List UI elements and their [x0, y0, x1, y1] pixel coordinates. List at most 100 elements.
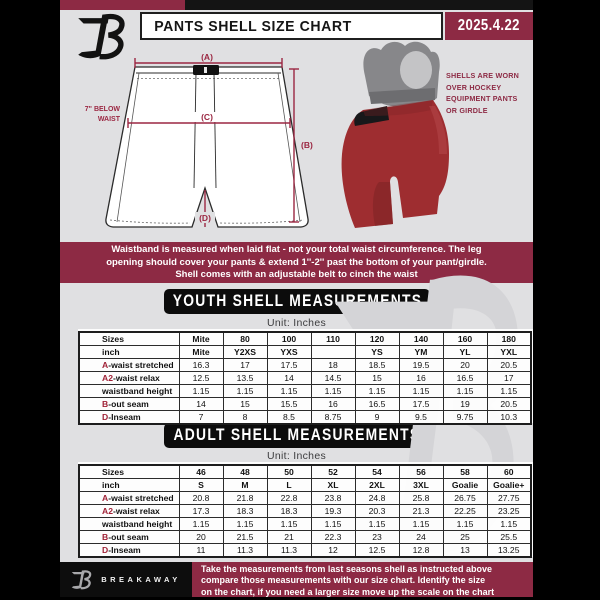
- size-column-header: 58: [442, 464, 488, 479]
- measurement-row: B-out seam 20 21.5 21 22.3 23 24 25 25.5: [78, 530, 532, 544]
- value-cell: 9.75: [442, 410, 488, 425]
- adult-section-heading: ADULT SHELL MEASUREMENTS: [164, 423, 430, 448]
- value-cell: 14: [266, 371, 312, 385]
- row-label: D-Inseam: [78, 543, 180, 558]
- value-cell: 11.3: [222, 543, 268, 558]
- right-side-seam: [277, 72, 301, 223]
- size-column-header: 180: [486, 331, 532, 346]
- value-cell: Goalie: [442, 478, 488, 492]
- value-cell: 1.15: [398, 384, 444, 398]
- value-cell: 25: [442, 530, 488, 544]
- size-header-row: Sizes 46 48 50 52 54 56 58 60: [78, 464, 532, 479]
- shell-note-line: SHELLS ARE WORN: [446, 71, 520, 80]
- shell-waist-lacing: [354, 106, 389, 126]
- measure-letter: B: [102, 531, 109, 542]
- value-cell: 9: [354, 410, 400, 425]
- value-cell: 25.8: [398, 491, 444, 505]
- value-cell: 1.15: [178, 384, 224, 398]
- adult-heading-label: ADULT SHELL MEASUREMENTS: [173, 426, 421, 444]
- pants-outline: [105, 66, 309, 228]
- fly-panel-right-line: [213, 72, 217, 189]
- row-label: A-waist stretched: [78, 358, 180, 372]
- below-waist-note-line1: 7" BELOW: [85, 106, 121, 113]
- value-cell: 8: [222, 410, 268, 425]
- shell-note-line: OR GIRDLE: [446, 105, 488, 115]
- value-cell: 20: [442, 358, 488, 372]
- value-cell: 16: [310, 397, 356, 411]
- value-cell: 1.15: [442, 517, 488, 531]
- youth-unit-label: Unit: Inches: [266, 317, 327, 329]
- youth-section-heading: YOUTH SHELL MEASUREMENTS: [164, 289, 430, 314]
- value-cell: 24: [398, 530, 444, 544]
- size-column-header: 120: [354, 331, 400, 346]
- value-cell: 1.15: [398, 517, 444, 531]
- youth-table-card: Sizes Mite 80 100 110 120 140 160 180 inch Mite Y2X…: [78, 329, 533, 425]
- value-cell: 3XL: [398, 478, 444, 492]
- value-cell: YXL: [486, 345, 532, 359]
- label-backing: [193, 52, 221, 62]
- value-cell: 1.15: [266, 517, 312, 531]
- value-cell: M: [222, 478, 268, 492]
- value-cell: 23.8: [310, 491, 356, 505]
- value-cell: 12.5: [178, 371, 224, 385]
- row-label: B-out seam: [78, 397, 180, 411]
- value-cell: 8.75: [310, 410, 356, 425]
- banner-line: Waistband is measured when laid flat - n…: [111, 244, 482, 255]
- size-column-header: Mite: [178, 331, 224, 346]
- value-cell: Mite: [178, 345, 224, 359]
- date-label: 2025.4.22: [457, 17, 521, 34]
- measure-letter: A2: [102, 505, 113, 516]
- value-cell: 16: [398, 371, 444, 385]
- value-cell: 18.3: [222, 504, 268, 518]
- row-label: A2-waist relax: [78, 504, 180, 518]
- value-cell: 19.3: [310, 504, 356, 518]
- value-cell: 11: [178, 543, 224, 558]
- row-label: D-Inseam: [78, 410, 180, 425]
- value-cell: 17: [486, 371, 532, 385]
- size-header-row: Sizes Mite 80 100 110 120 140 160 180: [78, 331, 532, 346]
- value-cell: 13: [442, 543, 488, 558]
- value-cell: 17.5: [266, 358, 312, 372]
- date-box: 2025.4.22: [445, 12, 533, 40]
- title-box: PANTS SHELL SIZE CHART: [140, 12, 443, 40]
- value-cell: 16.5: [442, 371, 488, 385]
- value-cell: 22.25: [442, 504, 488, 518]
- size-column-header: 52: [310, 464, 356, 479]
- value-cell: 23.25: [486, 504, 532, 518]
- value-cell: 1.15: [486, 517, 532, 531]
- value-cell: 1.15: [354, 384, 400, 398]
- value-cell: 26.75: [442, 491, 488, 505]
- value-cell: 13.25: [486, 543, 532, 558]
- size-column-header: 46: [178, 464, 224, 479]
- value-cell: 12: [310, 543, 356, 558]
- measure-letter: D: [102, 544, 109, 555]
- value-cell: 15: [354, 371, 400, 385]
- value-cell: [310, 345, 356, 359]
- value-cell: 1.15: [222, 517, 268, 531]
- value-cell: YXS: [266, 345, 312, 359]
- value-cell: L: [266, 478, 312, 492]
- value-cell: 9.5: [398, 410, 444, 425]
- measurement-row: waistband height 1.15 1.15 1.15 1.15 1.15 1.15…: [78, 384, 532, 398]
- below-waist-note-line2: WAIST: [98, 116, 121, 123]
- row-label: inch: [78, 478, 180, 492]
- value-cell: 21: [266, 530, 312, 544]
- size-column-header: 54: [354, 464, 400, 479]
- value-cell: 7: [178, 410, 224, 425]
- adult-table-card: Sizes 46 48 50 52 54 56 58 60 inch S M L XL 2XL 3XL Goal…: [78, 462, 533, 558]
- value-cell: YM: [398, 345, 444, 359]
- value-cell: 1.15: [266, 384, 312, 398]
- left-hem-stitch: [109, 219, 191, 224]
- value-cell: 21.8: [222, 491, 268, 505]
- value-cell: 20: [178, 530, 224, 544]
- value-cell: 17.5: [398, 397, 444, 411]
- adult-measurements-table: Sizes 46 48 50 52 54 56 58 60 inch S M L XL 2XL 3XL Goal…: [78, 464, 532, 558]
- value-cell: 18.3: [266, 504, 312, 518]
- label-backing: [195, 212, 215, 223]
- shell-shorts: [341, 100, 449, 228]
- value-cell: 16.3: [178, 358, 224, 372]
- value-cell: Goalie+: [486, 478, 532, 492]
- shell-note-line: EQUIPMENT PANTS: [446, 94, 518, 103]
- value-cell: 1.15: [222, 384, 268, 398]
